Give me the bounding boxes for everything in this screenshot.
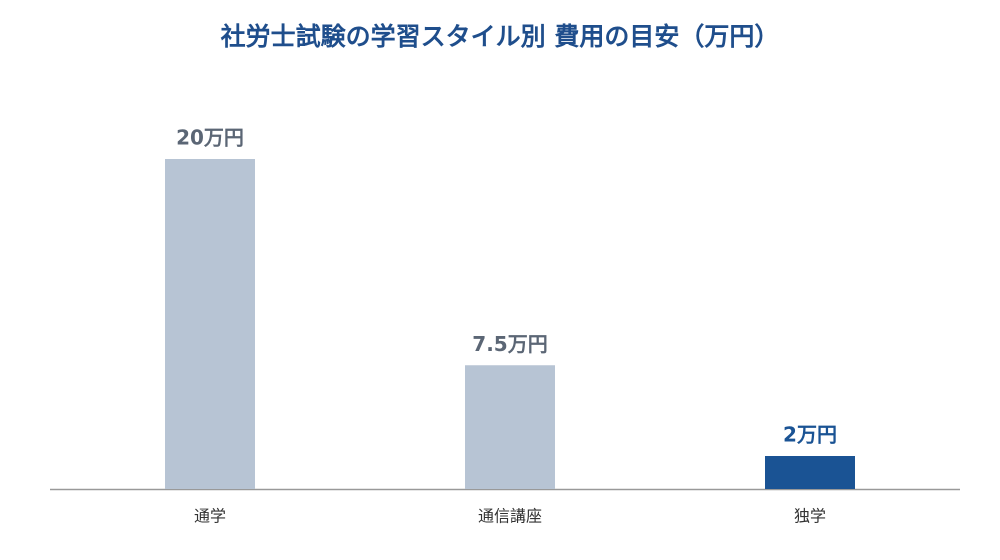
value-label: 20万円: [176, 126, 244, 150]
bar: [765, 456, 855, 489]
x-tick-label: 通学: [194, 507, 226, 526]
x-tick-label: 独学: [794, 507, 826, 526]
bar: [165, 159, 255, 489]
x-tick-label: 通信講座: [478, 507, 542, 526]
value-label: 7.5万円: [472, 332, 547, 356]
chart-title: 社労士試験の学習スタイル別 費用の目安（万円）: [221, 22, 780, 51]
value-label: 2万円: [783, 423, 837, 447]
bar: [465, 365, 555, 489]
